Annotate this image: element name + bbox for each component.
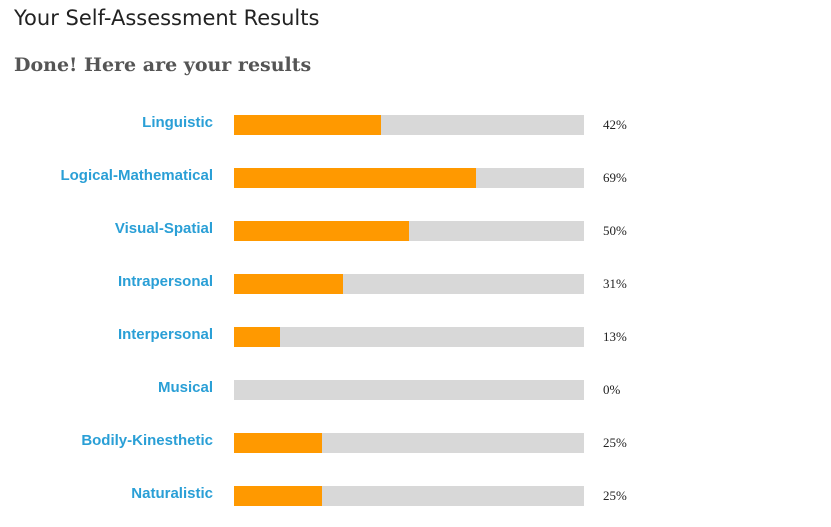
progress-bar-fill — [234, 221, 409, 241]
result-label: Naturalistic — [131, 485, 213, 502]
result-label: Interpersonal — [117, 326, 213, 343]
result-label: Musical — [157, 379, 213, 396]
progress-bar-fill — [234, 327, 280, 347]
result-row-logical-mathematical: Logical-Mathematical 69% — [0, 166, 700, 196]
result-percent: 13% — [603, 329, 627, 344]
progress-bar-fill — [234, 168, 476, 188]
progress-bar-track — [234, 433, 584, 453]
result-label: Intrapersonal — [117, 273, 213, 290]
result-label: Logical-Mathematical — [60, 167, 213, 184]
progress-bar-track — [234, 221, 584, 241]
result-percent: 50% — [603, 223, 627, 238]
result-row-interpersonal: Interpersonal 13% — [0, 325, 700, 355]
result-percent: 0% — [603, 382, 621, 397]
progress-bar-track — [234, 486, 584, 506]
result-row-naturalistic: Naturalistic 25% — [0, 484, 700, 514]
result-row-visual-spatial: Visual-Spatial 50% — [0, 219, 700, 249]
result-row-musical: Musical 0% — [0, 378, 700, 408]
progress-bar-track — [234, 115, 584, 135]
result-percent: 31% — [603, 276, 627, 291]
progress-bar-track — [234, 274, 584, 294]
result-label: Visual-Spatial — [114, 220, 213, 237]
result-row-linguistic: Linguistic 42% — [0, 113, 700, 143]
result-percent: 25% — [603, 435, 627, 450]
progress-bar-fill — [234, 486, 322, 506]
progress-bar-track — [234, 168, 584, 188]
result-row-bodily-kinesthetic: Bodily-Kinesthetic 25% — [0, 431, 700, 461]
progress-bar-fill — [234, 274, 343, 294]
page-title: Your Self-Assessment Results — [14, 6, 320, 30]
result-label: Bodily-Kinesthetic — [81, 432, 213, 449]
result-row-intrapersonal: Intrapersonal 31% — [0, 272, 700, 302]
progress-bar-track — [234, 327, 584, 347]
result-percent: 42% — [603, 117, 627, 132]
progress-bar-fill — [234, 433, 322, 453]
result-percent: 25% — [603, 488, 627, 503]
progress-bar-fill — [234, 115, 381, 135]
results-subtitle: Done! Here are your results — [14, 54, 312, 76]
result-label: Linguistic — [142, 114, 213, 131]
progress-bar-track — [234, 380, 584, 400]
result-percent: 69% — [603, 170, 627, 185]
